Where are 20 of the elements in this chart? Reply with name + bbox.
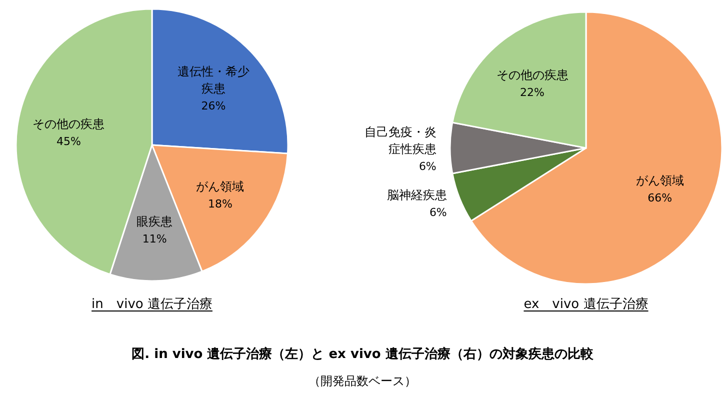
data-label: 22% — [520, 86, 544, 100]
slice-label: 脳神経疾患 — [386, 188, 447, 202]
slice-label: がん領域 — [636, 174, 684, 188]
data-label: 6% — [418, 160, 436, 173]
data-label: 66% — [648, 192, 672, 205]
slice-label: 自己免疫・炎症性疾患 — [364, 125, 436, 156]
data-label: 26% — [201, 99, 226, 112]
data-label: 18% — [208, 198, 232, 211]
slice-label: 遺伝性・希少疾患 — [177, 64, 250, 96]
slice-label: がん領域 — [196, 180, 244, 194]
slice-label: その他の疾患 — [32, 116, 105, 131]
slice-label: その他の疾患 — [496, 68, 568, 82]
slice-label: 眼疾患 — [136, 214, 173, 228]
data-label: 11% — [142, 232, 167, 246]
data-label: 6% — [429, 206, 447, 220]
text: ex vivo 遺伝子治療 — [524, 297, 648, 312]
data-label: 45% — [56, 134, 81, 148]
text: 図. in vivo 遺伝子治療（左）と ex vivo 遺伝子治療（右）の対象疾患の比較 — [132, 346, 594, 362]
text: （開発品数ベース） — [308, 374, 416, 388]
text: in vivo 遺伝子治療 — [92, 297, 212, 312]
